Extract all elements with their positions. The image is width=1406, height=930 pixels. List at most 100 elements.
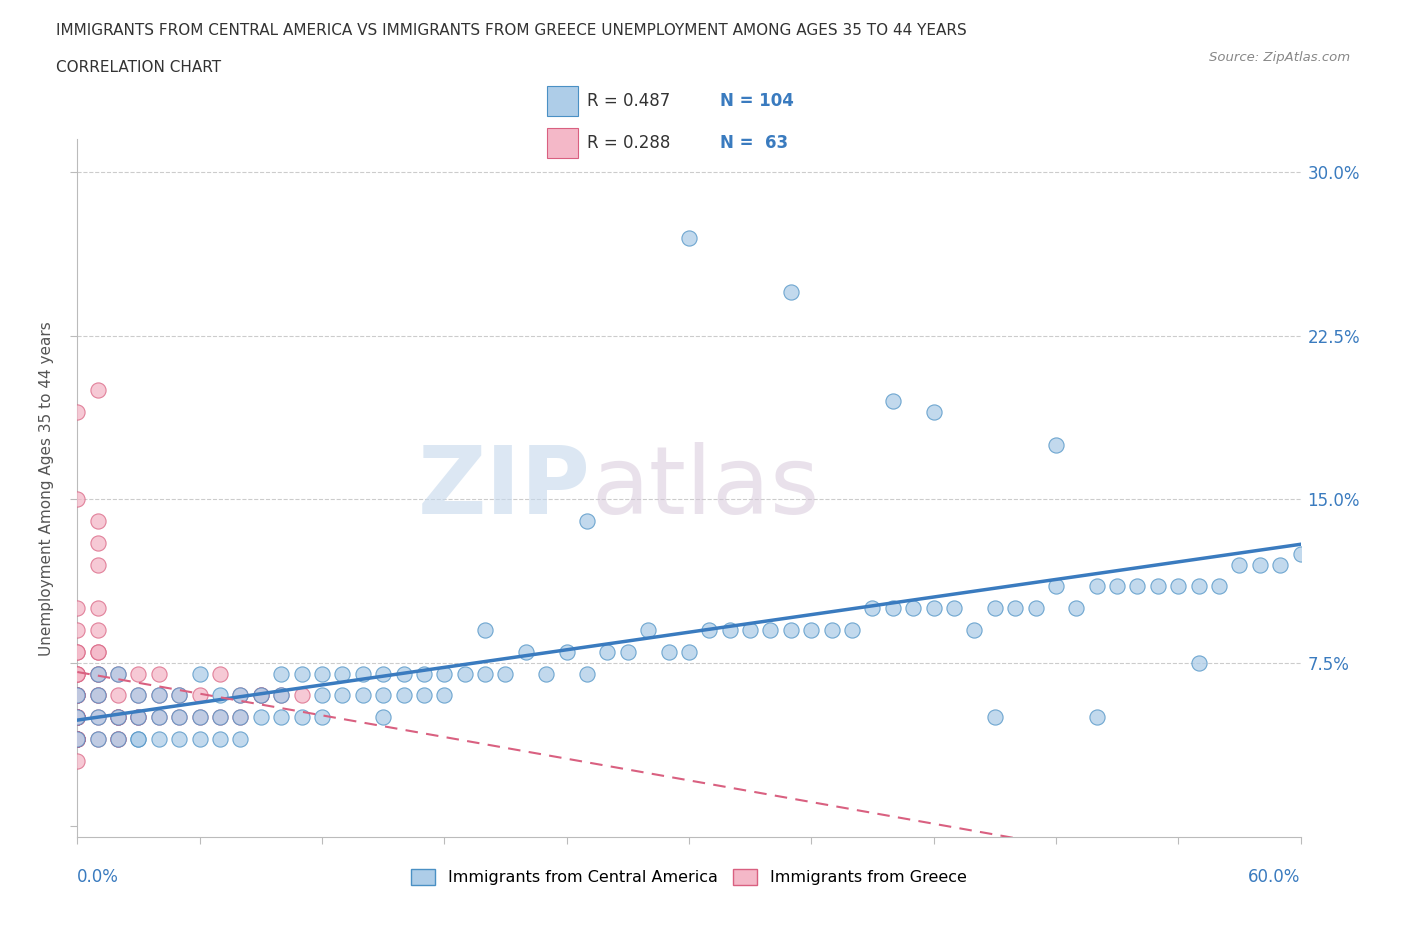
Point — [107, 710, 129, 724]
Point — [128, 688, 150, 703]
Point — [1188, 578, 1211, 593]
Point — [474, 622, 496, 637]
Point — [148, 710, 170, 724]
Point — [1249, 557, 1271, 572]
Point — [699, 622, 721, 637]
Point — [270, 710, 292, 724]
Point — [352, 688, 374, 703]
Point — [311, 710, 333, 724]
Point — [229, 732, 252, 747]
Point — [800, 622, 823, 637]
Point — [209, 666, 232, 681]
Point — [371, 710, 394, 724]
Point — [66, 710, 89, 724]
Point — [332, 688, 354, 703]
Point — [433, 666, 456, 681]
Point — [576, 513, 599, 528]
Point — [66, 732, 89, 747]
Point — [188, 710, 211, 724]
Point — [107, 732, 129, 747]
Point — [963, 622, 986, 637]
Point — [1085, 710, 1108, 724]
Point — [188, 732, 211, 747]
Point — [128, 688, 150, 703]
Point — [66, 688, 89, 703]
Point — [433, 688, 456, 703]
Point — [1147, 578, 1170, 593]
Point — [66, 732, 89, 747]
Point — [596, 644, 619, 659]
Point — [128, 666, 150, 681]
Point — [87, 644, 110, 659]
Text: ZIP: ZIP — [418, 443, 591, 534]
Point — [107, 710, 129, 724]
Point — [658, 644, 681, 659]
Point — [66, 732, 89, 747]
Point — [515, 644, 537, 659]
Point — [107, 732, 129, 747]
Point — [209, 710, 232, 724]
Point — [66, 710, 89, 724]
Point — [678, 230, 700, 245]
Point — [250, 710, 273, 724]
Point — [66, 710, 89, 724]
Point — [87, 666, 110, 681]
Point — [87, 666, 110, 681]
FancyBboxPatch shape — [547, 86, 578, 116]
Point — [87, 688, 110, 703]
Point — [148, 710, 170, 724]
Text: 60.0%: 60.0% — [1249, 869, 1301, 886]
Point — [291, 688, 314, 703]
Point — [87, 536, 110, 551]
Point — [536, 666, 558, 681]
Point — [148, 688, 170, 703]
Point — [148, 688, 170, 703]
Point — [87, 622, 110, 637]
Point — [169, 688, 191, 703]
Point — [87, 601, 110, 616]
Point — [169, 688, 191, 703]
Point — [678, 644, 700, 659]
Point — [759, 622, 782, 637]
Text: CORRELATION CHART: CORRELATION CHART — [56, 60, 221, 75]
Point — [270, 688, 292, 703]
Point — [862, 601, 884, 616]
Point — [66, 732, 89, 747]
Point — [209, 688, 232, 703]
Point — [66, 732, 89, 747]
Point — [922, 405, 945, 419]
Point — [250, 688, 273, 703]
Point — [87, 513, 110, 528]
Point — [66, 644, 89, 659]
Point — [87, 732, 110, 747]
Point — [454, 666, 477, 681]
Point — [128, 732, 150, 747]
Point — [87, 710, 110, 724]
Point — [821, 622, 844, 637]
Point — [1188, 656, 1211, 671]
Point — [311, 688, 333, 703]
Point — [66, 405, 89, 419]
Point — [87, 666, 110, 681]
Point — [169, 710, 191, 724]
Y-axis label: Unemployment Among Ages 35 to 44 years: Unemployment Among Ages 35 to 44 years — [39, 321, 55, 656]
Point — [882, 601, 904, 616]
Point — [229, 710, 252, 724]
Point — [128, 710, 150, 724]
Point — [66, 666, 89, 681]
Text: IMMIGRANTS FROM CENTRAL AMERICA VS IMMIGRANTS FROM GREECE UNEMPLOYMENT AMONG AGE: IMMIGRANTS FROM CENTRAL AMERICA VS IMMIG… — [56, 23, 967, 38]
Text: N = 104: N = 104 — [720, 92, 794, 111]
Point — [107, 710, 129, 724]
Text: 0.0%: 0.0% — [77, 869, 120, 886]
Text: R = 0.288: R = 0.288 — [586, 134, 671, 153]
Point — [229, 688, 252, 703]
FancyBboxPatch shape — [547, 128, 578, 158]
Point — [66, 666, 89, 681]
Point — [87, 383, 110, 398]
Point — [718, 622, 741, 637]
Point — [1045, 437, 1067, 452]
Point — [209, 732, 232, 747]
Point — [555, 644, 578, 659]
Point — [1208, 578, 1230, 593]
Point — [1167, 578, 1189, 593]
